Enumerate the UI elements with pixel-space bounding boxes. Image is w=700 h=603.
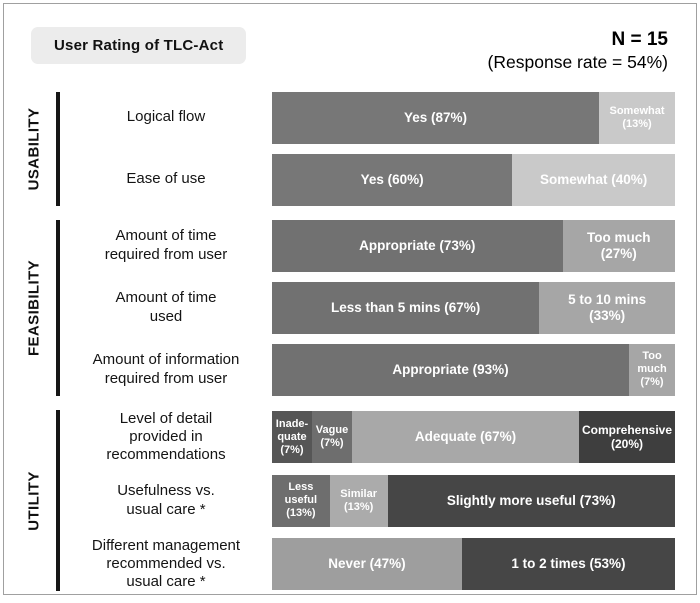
- bar-segment: Vague (7%): [312, 411, 352, 464]
- chart-row: Amount of time required from user Appropr…: [60, 219, 675, 272]
- bar-segment-label: Yes (60%): [360, 171, 424, 187]
- stacked-bar: Yes (87%) Somewhat (13%): [272, 91, 675, 144]
- bar-segment: Appropriate (73%): [272, 219, 563, 272]
- section-feasibility: FEASIBILITY Amount of time required from …: [12, 219, 675, 396]
- bar-segment-label: Yes (87%): [403, 109, 468, 125]
- bar-segment-label: Appropriate (93%): [392, 361, 509, 377]
- section-rows: Amount of time required from user Appropr…: [60, 219, 675, 396]
- bar-segment: Too much (7%): [629, 343, 675, 396]
- section-label: UTILITY: [25, 470, 43, 531]
- bar-segment: Yes (87%): [272, 91, 599, 144]
- section-rail: UTILITY: [12, 409, 60, 592]
- bar-segment-label: Somewhat (13%): [609, 104, 665, 130]
- bar-segment-label: Somewhat (40%): [539, 171, 648, 187]
- chart-row: Ease of use Yes (60%) Somewhat (40%): [60, 153, 675, 206]
- section-rail: FEASIBILITY: [12, 219, 60, 396]
- bar-segment-label: Slightly more useful (73%): [446, 492, 616, 508]
- bar-segment-label: 5 to 10 mins (33%): [568, 291, 647, 323]
- sample-size-label: N = 15: [611, 29, 668, 50]
- chart-row: Amount of information required from user…: [60, 343, 675, 396]
- chart-row: Logical flow Yes (87%) Somewhat (13%): [60, 91, 675, 144]
- stacked-bar: Less than 5 mins (67%) 5 to 10 mins (33%): [272, 281, 675, 334]
- bar-segment-label: Never (47%): [328, 555, 406, 571]
- bar-segment-label: 1 to 2 times (53%): [511, 555, 626, 571]
- bar-segment-label: Too much (27%): [587, 229, 651, 261]
- row-label: Level of detail provided in recommendati…: [106, 409, 226, 464]
- bar-segment-label: Less than 5 mins (67%): [330, 299, 481, 315]
- section-rows: Logical flow Yes (87%) Somewhat (13%) Ease …: [60, 91, 675, 206]
- section-label: USABILITY: [25, 107, 43, 191]
- bar-segment: Adequate (67%): [352, 411, 579, 464]
- chart-row: Different management recommended vs. usu…: [60, 537, 675, 592]
- row-label: Amount of information required from user: [92, 351, 240, 387]
- figure-frame: User Rating of TLC-Act N = 15 (Response …: [3, 3, 697, 595]
- bar-segment-label: Comprehensive (20%): [581, 422, 673, 452]
- bar-segment: Inade- quate (7%): [272, 411, 312, 464]
- bar-segment: Appropriate (93%): [272, 343, 629, 396]
- sample-info: N = 15 (Response rate = 54%): [488, 27, 668, 74]
- bar-segment-label: Less useful (13%): [284, 481, 318, 519]
- row-label: Different management recommended vs. usu…: [91, 536, 241, 591]
- bar-segment-label: Vague (7%): [315, 424, 349, 450]
- section-rows: Level of detail provided in recommendati…: [60, 410, 675, 592]
- bar-segment: Somewhat (40%): [512, 153, 675, 206]
- chart-row: Amount of time used Less than 5 mins (67%…: [60, 281, 675, 334]
- section-label: FEASIBILITY: [25, 259, 43, 356]
- bar-segment: Never (47%): [272, 537, 462, 590]
- section-usability: USABILITY Logical flow Yes (87%) Somewhat (…: [12, 91, 675, 206]
- row-label: Amount of time used: [115, 289, 217, 325]
- bar-segment-label: Appropriate (73%): [359, 237, 476, 253]
- bar-segment: 1 to 2 times (53%): [461, 537, 675, 590]
- bar-segment: Too much (27%): [562, 219, 675, 272]
- bar-segment: Somewhat (13%): [599, 91, 675, 144]
- bar-segment: Yes (60%): [272, 153, 513, 206]
- row-label: Logical flow: [126, 108, 206, 126]
- bar-segment: Less useful (13%): [272, 474, 330, 527]
- stacked-bar: Never (47%) 1 to 2 times (53%): [272, 537, 675, 590]
- chart-title-chip: User Rating of TLC-Act: [31, 27, 247, 64]
- row-label: Usefulness vs. usual care *: [117, 482, 215, 518]
- bar-segment: Less than 5 mins (67%): [272, 281, 540, 334]
- stacked-bar: Less useful (13%) Similar (13%) Slightly m…: [272, 474, 675, 527]
- row-label: Amount of time required from user: [104, 227, 228, 263]
- chart-row: Usefulness vs. usual care * Less useful (…: [60, 474, 675, 527]
- row-label: Ease of use: [126, 170, 206, 188]
- stacked-bar: Yes (60%) Somewhat (40%): [272, 153, 675, 206]
- bar-segment-label: Adequate (67%): [414, 429, 517, 445]
- response-rate-label: (Response rate = 54%): [487, 51, 668, 72]
- section-utility: UTILITY Level of detail provided in recom…: [12, 409, 675, 592]
- bar-segment-label: Similar (13%): [340, 487, 377, 513]
- chart-body: USABILITY Logical flow Yes (87%) Somewhat (…: [4, 74, 696, 592]
- chart-title: User Rating of TLC-Act: [54, 37, 224, 54]
- stacked-bar: Inade- quate (7%) Vague (7%) Adequate (67%…: [272, 411, 675, 464]
- bar-segment: 5 to 10 mins (33%): [539, 281, 675, 334]
- bar-segment-label: Inade- quate (7%): [275, 417, 309, 456]
- bar-segment: Slightly more useful (73%): [387, 474, 675, 527]
- section-rail: USABILITY: [12, 91, 60, 206]
- figure-header: User Rating of TLC-Act N = 15 (Response …: [4, 4, 696, 74]
- chart-row: Level of detail provided in recommendati…: [60, 410, 675, 465]
- bar-segment-label: Too much (7%): [637, 350, 667, 389]
- stacked-bar: Appropriate (73%) Too much (27%): [272, 219, 675, 272]
- stacked-bar: Appropriate (93%) Too much (7%): [272, 343, 675, 396]
- bar-segment: Similar (13%): [329, 474, 388, 527]
- bar-segment: Comprehensive (20%): [579, 411, 675, 464]
